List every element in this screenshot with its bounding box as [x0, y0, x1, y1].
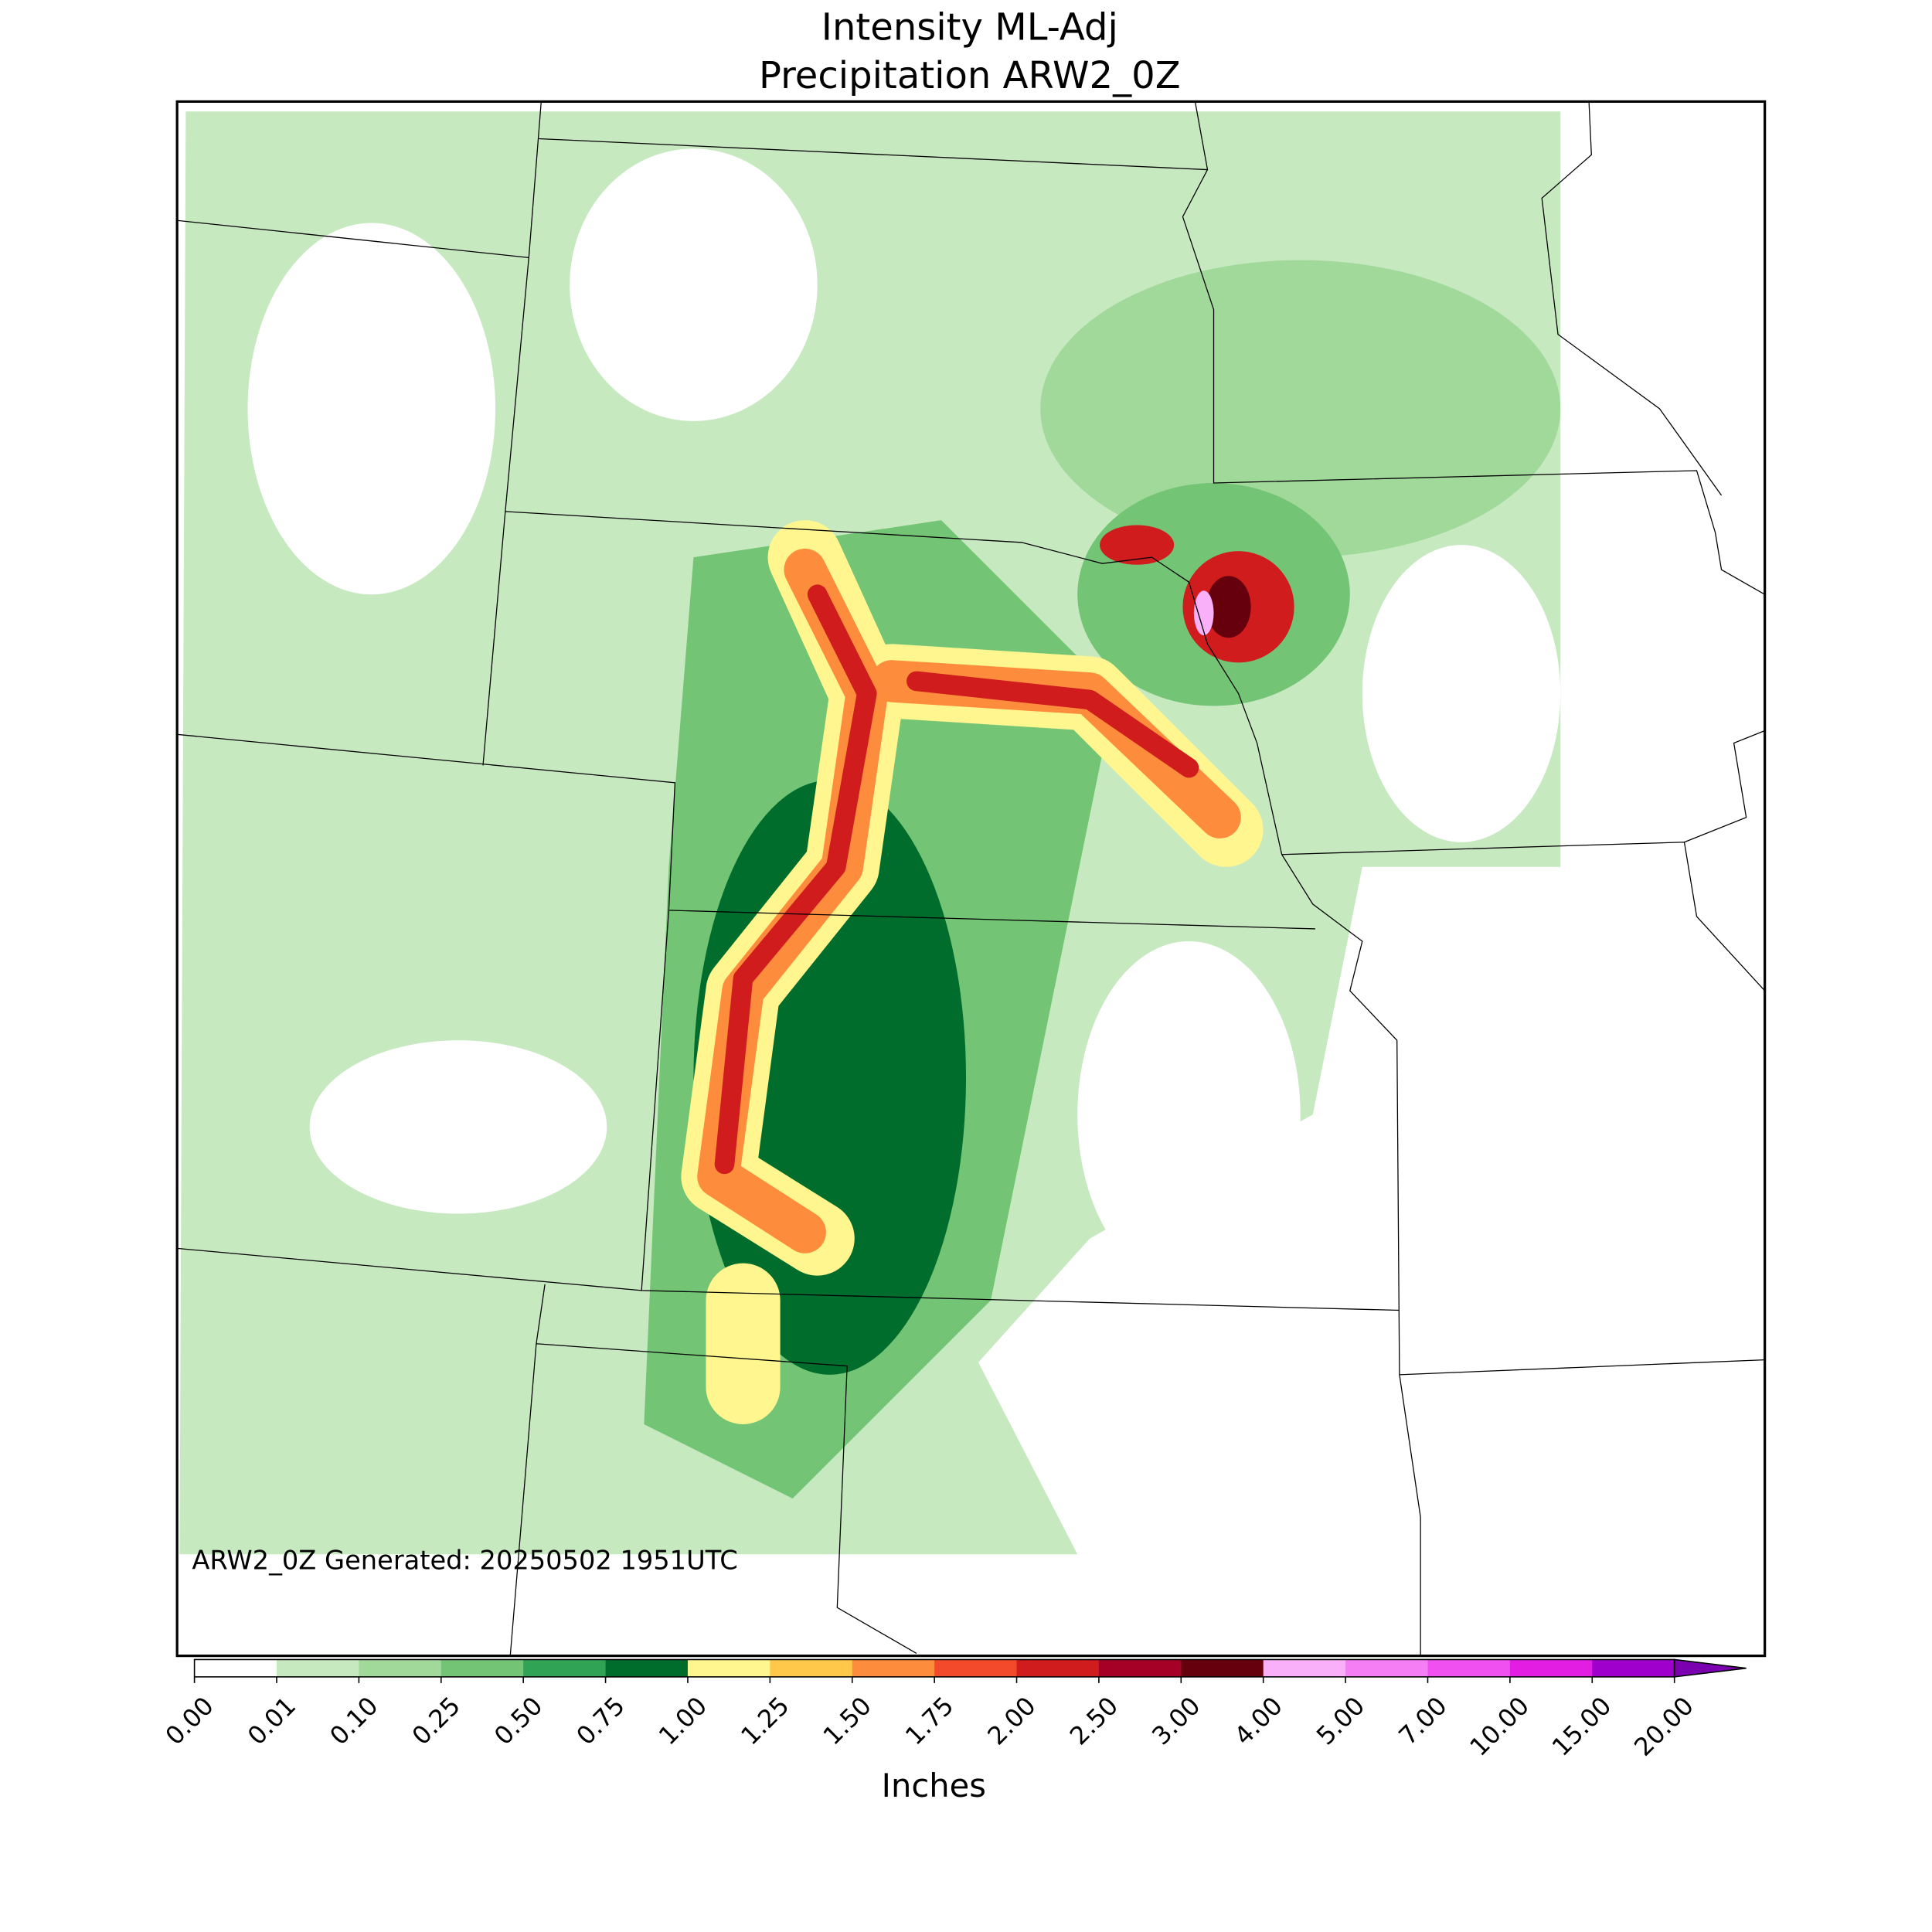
dry-area: [1362, 545, 1561, 842]
colorbar-segment: [687, 1659, 771, 1677]
colorbar-tick-label: 5.00: [1311, 1691, 1370, 1750]
precip-band: [714, 584, 1199, 1175]
colorbar-tick-label: 1.50: [818, 1691, 877, 1750]
colorbar-tick-label: 3.00: [1146, 1691, 1206, 1750]
colorbar-tick-label: 4.00: [1229, 1691, 1288, 1750]
colorbar-segment: [276, 1659, 360, 1677]
colorbar-tick-label: 1.25: [735, 1691, 794, 1750]
colorbar-segment: [359, 1659, 442, 1677]
colorbar-segment: [1427, 1659, 1511, 1677]
colorbar-segment: [1509, 1659, 1594, 1677]
colorbar-segment: [440, 1659, 524, 1677]
colorbar-tick-label: 20.00: [1628, 1691, 1699, 1762]
colorbar-tick-label: 2.50: [1064, 1691, 1124, 1750]
colorbar-extension: [1673, 1658, 1747, 1678]
precip-core: [1206, 576, 1251, 638]
colorbar-tick-label: 15.00: [1546, 1691, 1617, 1762]
colorbar-segment: [523, 1659, 607, 1677]
state-borders: [177, 101, 1765, 1656]
colorbar-tick-label: 2.00: [981, 1691, 1041, 1750]
dry-area: [570, 148, 818, 421]
colorbar-tick-label: 0.10: [324, 1691, 383, 1750]
colorbar-tick-label: 0.25: [406, 1691, 466, 1750]
colorbar-segment: [1016, 1659, 1100, 1677]
colorbar-tick-label: 0.01: [242, 1691, 301, 1750]
colorbar-segment: [852, 1659, 935, 1677]
annotation: ARW2_0Z Generated: 20250502 1951UTC: [192, 1545, 737, 1575]
colorbar-tick-label: 0.50: [488, 1691, 548, 1750]
colorbar-segment: [605, 1659, 689, 1677]
colorbar-segment: [1592, 1659, 1675, 1677]
colorbar-tick-label: 1.00: [653, 1691, 713, 1750]
colorbar-tick-label: 7.00: [1393, 1691, 1452, 1750]
colorbar-segment: [934, 1659, 1018, 1677]
dry-area: [1077, 940, 1301, 1288]
precip-core: [1100, 525, 1175, 565]
colorbar-tick-label: 10.00: [1464, 1691, 1535, 1762]
precip-core: [1193, 590, 1214, 636]
dry-area: [247, 223, 496, 595]
colorbar-tick-label: 1.75: [900, 1691, 959, 1750]
subtitle: Precipitation ARW2_0Z: [759, 54, 1181, 97]
colorbar-segment: [770, 1659, 853, 1677]
colorbar-segment: [194, 1659, 277, 1677]
colorbar-segment: [1263, 1659, 1346, 1677]
precip-area: [1040, 260, 1561, 558]
dry-area: [309, 1040, 607, 1214]
precip-field: [177, 101, 1765, 1656]
colorbar-segment: [1098, 1659, 1182, 1677]
title: Intensity ML-Adj: [821, 5, 1118, 49]
colorbar-tick-label: 0.00: [160, 1691, 219, 1750]
colorbar-tick-label: 0.75: [570, 1691, 630, 1750]
map-frame: [175, 100, 1767, 1658]
colorbar-label: Inches: [882, 1767, 986, 1804]
colorbar: 0.00 0.01 0.10 0.25 0.50 0.75 1.00 1.25 1.50 1.75…: [160, 1658, 1747, 1762]
colorbar-segment: [1345, 1659, 1429, 1677]
colorbar-segment: [1181, 1659, 1264, 1677]
